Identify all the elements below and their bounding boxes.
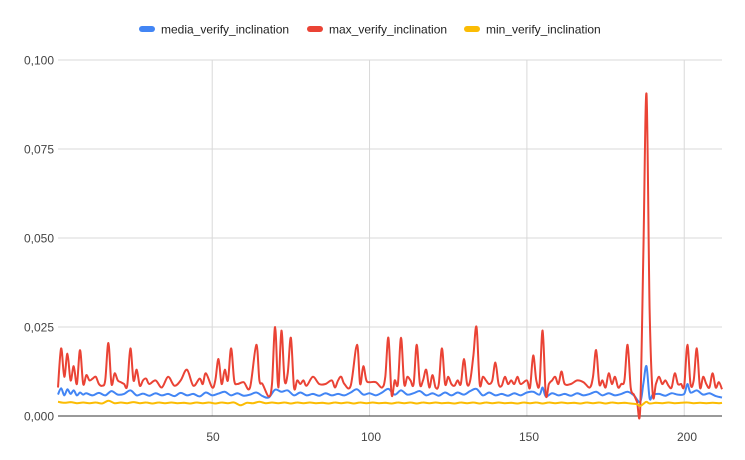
legend-swatch-media bbox=[139, 26, 155, 32]
legend-swatch-max bbox=[307, 26, 323, 32]
legend-label-min[interactable]: min_verify_inclination bbox=[486, 23, 601, 37]
series-layer bbox=[57, 92, 723, 420]
legend: media_verify_inclination max_verify_incl… bbox=[139, 23, 601, 37]
series-line-min[interactable] bbox=[57, 399, 723, 407]
legend-swatch-min bbox=[464, 26, 480, 32]
series-line-media[interactable] bbox=[57, 365, 723, 404]
grid bbox=[58, 59, 722, 417]
y-tick-label: 0,000 bbox=[24, 410, 54, 424]
x-tick-label: 200 bbox=[677, 430, 697, 444]
y-tick-label: 0,025 bbox=[24, 321, 54, 335]
x-axis: 50 100 150 200 bbox=[206, 430, 697, 444]
y-axis: 0,000 0,025 0,050 0,075 0,100 bbox=[24, 54, 54, 424]
y-tick-label: 0,100 bbox=[24, 54, 54, 68]
series-line-max[interactable] bbox=[57, 92, 723, 420]
legend-label-max[interactable]: max_verify_inclination bbox=[329, 23, 447, 37]
x-tick-label: 50 bbox=[206, 430, 220, 444]
y-tick-label: 0,050 bbox=[24, 232, 54, 246]
x-tick-label: 100 bbox=[361, 430, 381, 444]
y-tick-label: 0,075 bbox=[24, 143, 54, 157]
x-tick-label: 150 bbox=[519, 430, 539, 444]
legend-label-media[interactable]: media_verify_inclination bbox=[161, 23, 289, 37]
